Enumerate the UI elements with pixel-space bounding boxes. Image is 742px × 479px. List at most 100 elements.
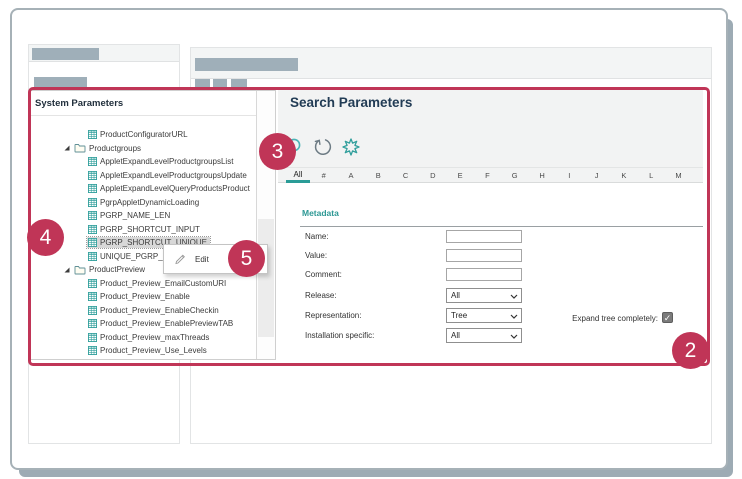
tree-folder-label: Productgroups xyxy=(89,143,142,153)
comment-input[interactable] xyxy=(446,268,522,281)
search-toolbar xyxy=(285,137,361,157)
table-icon xyxy=(88,319,97,329)
form-row-installation-specific: Installation specific: All xyxy=(305,328,522,343)
pencil-icon xyxy=(175,254,185,265)
tree-item[interactable]: PgrpAppletDynamicLoading xyxy=(31,196,255,210)
tree-item-label: Product_Preview_maxThreads xyxy=(100,332,210,342)
tree-item-label: UNIQUE_PGRP_NA xyxy=(100,251,174,261)
tree-item-label: ProductConfiguratorURL xyxy=(100,130,188,140)
context-menu-item-edit[interactable]: Edit xyxy=(195,254,209,264)
form-row-release: Release: All xyxy=(305,288,522,303)
tree-item-label: PGRP_SHORTCUT_UNIQUE xyxy=(100,238,207,248)
tree-item[interactable]: Product_Preview_EnableCheckin xyxy=(31,304,255,318)
expanded-arrow-icon[interactable] xyxy=(63,144,71,152)
tree-item[interactable]: PGRP_SHORTCUT_INPUT xyxy=(31,223,255,237)
chevron-down-icon xyxy=(510,294,518,299)
folder-icon xyxy=(74,144,86,153)
tab-i[interactable]: I xyxy=(568,171,571,180)
form-row-name: Name: xyxy=(305,230,522,243)
tree-item-label: PgrpAppletDynamicLoading xyxy=(100,197,200,207)
table-icon xyxy=(88,170,97,180)
comment-label: Comment: xyxy=(305,270,342,279)
release-select[interactable]: All xyxy=(446,288,522,303)
tab-c[interactable]: C xyxy=(402,171,409,180)
name-label: Name: xyxy=(305,232,329,241)
installation-specific-select[interactable]: All xyxy=(446,328,522,343)
tab-hash[interactable]: # xyxy=(321,171,326,180)
tree-item-label: PGRP_SHORTCUT_INPUT xyxy=(100,224,200,234)
table-icon xyxy=(88,197,97,207)
value-input[interactable] xyxy=(446,249,522,262)
tree-item[interactable]: UNIQUE_PGRP_NA xyxy=(31,250,255,264)
table-icon xyxy=(88,211,97,221)
table-icon xyxy=(88,346,97,356)
system-parameters-panel: System Parameters ProductConfiguratorURL… xyxy=(30,90,276,360)
representation-select[interactable]: Tree xyxy=(446,308,522,323)
expand-tree-checkbox[interactable]: ✓ xyxy=(662,312,673,323)
tab-a[interactable]: A xyxy=(348,171,354,180)
representation-label: Representation: xyxy=(305,311,362,320)
tree-item[interactable]: Product_Preview_Use_Levels xyxy=(31,344,255,358)
form-row-comment: Comment: xyxy=(305,268,522,281)
table-icon xyxy=(88,292,97,302)
tree-item[interactable]: AppletExpandLevelProductgroupsList xyxy=(31,155,255,169)
table-icon xyxy=(88,224,97,234)
tab-m[interactable]: M xyxy=(675,171,682,180)
tab-h[interactable]: H xyxy=(539,171,545,180)
tab-e[interactable]: E xyxy=(457,171,463,180)
table-icon xyxy=(88,305,97,315)
tree-item-label: Product_Preview_EnableCheckin xyxy=(100,305,219,315)
tab-all[interactable]: All xyxy=(286,168,310,183)
reset-icon[interactable] xyxy=(313,137,333,157)
expand-tree-label: Expand tree completely: xyxy=(572,314,658,323)
tree-item[interactable]: Product_Preview_maxThreads xyxy=(31,331,255,345)
table-icon xyxy=(88,251,97,261)
tree-item-label: AppletExpandLevelProductgroupsList xyxy=(100,157,234,167)
tree-item-label: AppletExpandLevelQueryProductsProduct xyxy=(100,184,250,194)
tab-j[interactable]: J xyxy=(594,171,599,180)
tree-scrollbar-thumb[interactable] xyxy=(258,219,274,337)
tab-b[interactable]: B xyxy=(375,171,381,180)
tab-g[interactable]: G xyxy=(511,171,518,180)
installation-specific-label: Installation specific: xyxy=(305,331,375,340)
tree-item-label: AppletExpandLevelProductgroupsUpdate xyxy=(100,170,247,180)
expanded-arrow-icon[interactable] xyxy=(63,266,71,274)
redacted-sidebar-item[interactable] xyxy=(34,77,87,87)
tree-folder[interactable]: Productgroups xyxy=(31,142,255,156)
tab-l[interactable]: L xyxy=(649,171,654,180)
name-input[interactable] xyxy=(446,230,522,243)
tree-item[interactable]: PGRP_NAME_LEN xyxy=(31,209,255,223)
metadata-section-label: Metadata xyxy=(302,208,339,218)
value-label: Value: xyxy=(305,251,328,260)
tree-item[interactable]: Product_Preview_EmailCustomURI xyxy=(31,277,255,291)
new-filter-icon[interactable] xyxy=(341,137,361,157)
tree-scrollbar[interactable] xyxy=(256,91,275,359)
annotation-badge-4: 4 xyxy=(27,219,64,256)
tree-folder[interactable]: ProductPreview xyxy=(31,263,255,277)
tree-item-label: Product_Preview_EnablePreviewTAB xyxy=(100,319,234,329)
table-icon xyxy=(88,130,97,140)
tree-item[interactable]: ProductConfiguratorURL xyxy=(31,128,255,142)
annotation-badge-2: 2 xyxy=(672,332,709,369)
tree-item[interactable]: AppletExpandLevelProductgroupsUpdate xyxy=(31,169,255,183)
tab-d[interactable]: D xyxy=(430,171,436,180)
tree-item-label: Product_Preview_EmailCustomURI xyxy=(100,278,227,288)
tree-folder-label: ProductPreview xyxy=(89,265,146,275)
folder-icon xyxy=(74,265,86,275)
alphabet-filter-tabs: All # A B C D E F G H I J K L M xyxy=(278,167,703,183)
parameter-tree: ProductConfiguratorURL Productgroups App… xyxy=(31,128,255,358)
tree-item-selected[interactable]: PGRP_SHORTCUT_UNIQUE xyxy=(31,236,255,250)
tab-f[interactable]: F xyxy=(485,171,490,180)
tree-item-label: Product_Preview_Use_Levels xyxy=(100,346,207,356)
tab-k[interactable]: K xyxy=(621,171,627,180)
annotation-badge-3: 3 xyxy=(259,133,296,170)
tree-item-label: Product_Preview_Enable xyxy=(100,292,190,302)
tree-item[interactable]: AppletExpandLevelQueryProductsProduct xyxy=(31,182,255,196)
search-parameters-panel: Search Parameters All # A B C D E F G H … xyxy=(278,90,703,358)
divider xyxy=(31,115,257,116)
tree-item[interactable]: Product_Preview_Enable xyxy=(31,290,255,304)
redacted-page-title xyxy=(195,58,298,71)
table-icon xyxy=(88,157,97,167)
tree-item[interactable]: Product_Preview_EnablePreviewTAB xyxy=(31,317,255,331)
